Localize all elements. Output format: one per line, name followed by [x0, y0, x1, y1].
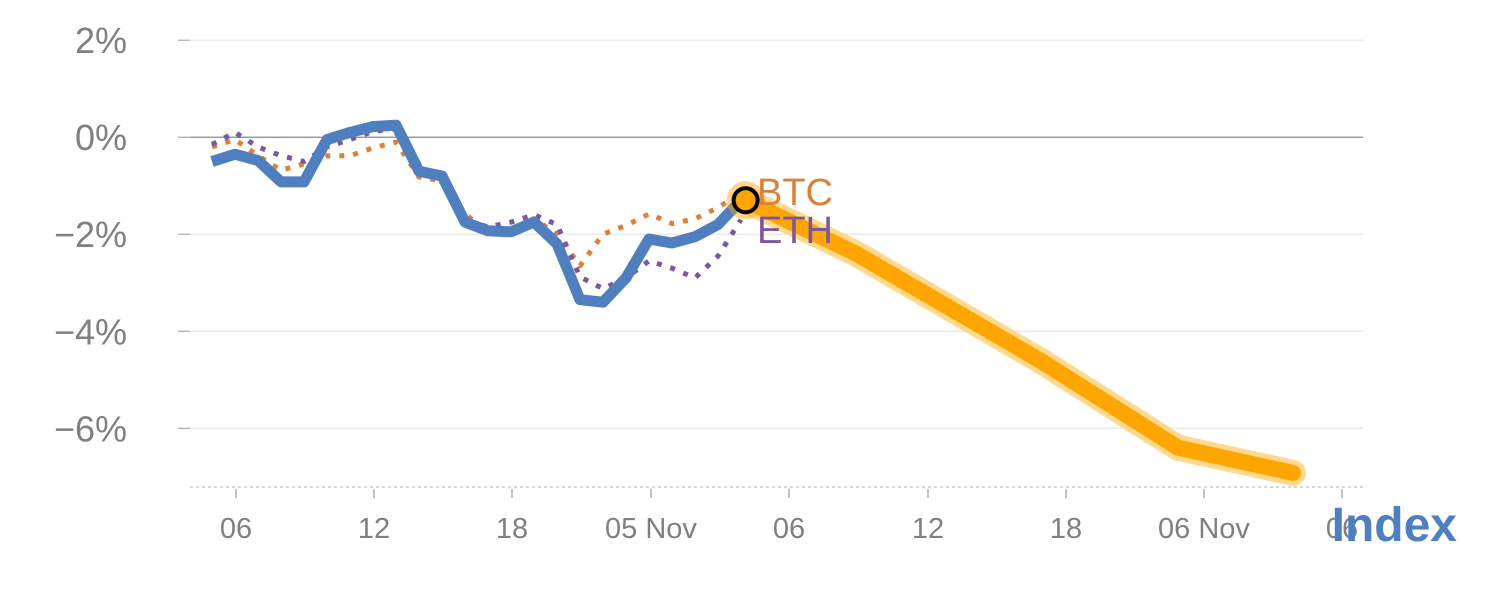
x-tick-label: 06 [1326, 513, 1358, 545]
eth-label: ETH [757, 210, 833, 252]
grid-layer [190, 39, 1363, 429]
btc-label: BTC [757, 172, 833, 214]
y-tick-label: −6% [54, 408, 127, 449]
x-tick-label: 18 [1050, 513, 1082, 545]
index-label: Index [1332, 499, 1458, 552]
y-tick-label: −2% [54, 214, 127, 255]
x-tick-label: 05 Nov [605, 513, 697, 545]
y-tick-label: 2% [75, 20, 127, 61]
current-marker [731, 186, 760, 215]
x-tick-label: 06 [773, 513, 805, 545]
series-layer [210, 119, 1306, 486]
btc-line [211, 137, 743, 269]
forecast-line [737, 192, 1301, 481]
x-tick-label: 18 [496, 513, 528, 545]
x-tick-label: 12 [358, 513, 390, 545]
x-tick-label: 06 [220, 513, 252, 545]
axis-layer: 2% 0% −2% −4% −6% 06 12 18 05 Nov 06 12 18 06 Nov 06 [54, 20, 1366, 545]
main-line [210, 119, 745, 308]
eth-line [210, 126, 744, 292]
x-tick-label: 06 Nov [1158, 513, 1250, 545]
y-tick-label: 0% [75, 117, 127, 158]
y-tick-label: −4% [54, 311, 127, 352]
x-tick-label: 12 [912, 513, 944, 545]
